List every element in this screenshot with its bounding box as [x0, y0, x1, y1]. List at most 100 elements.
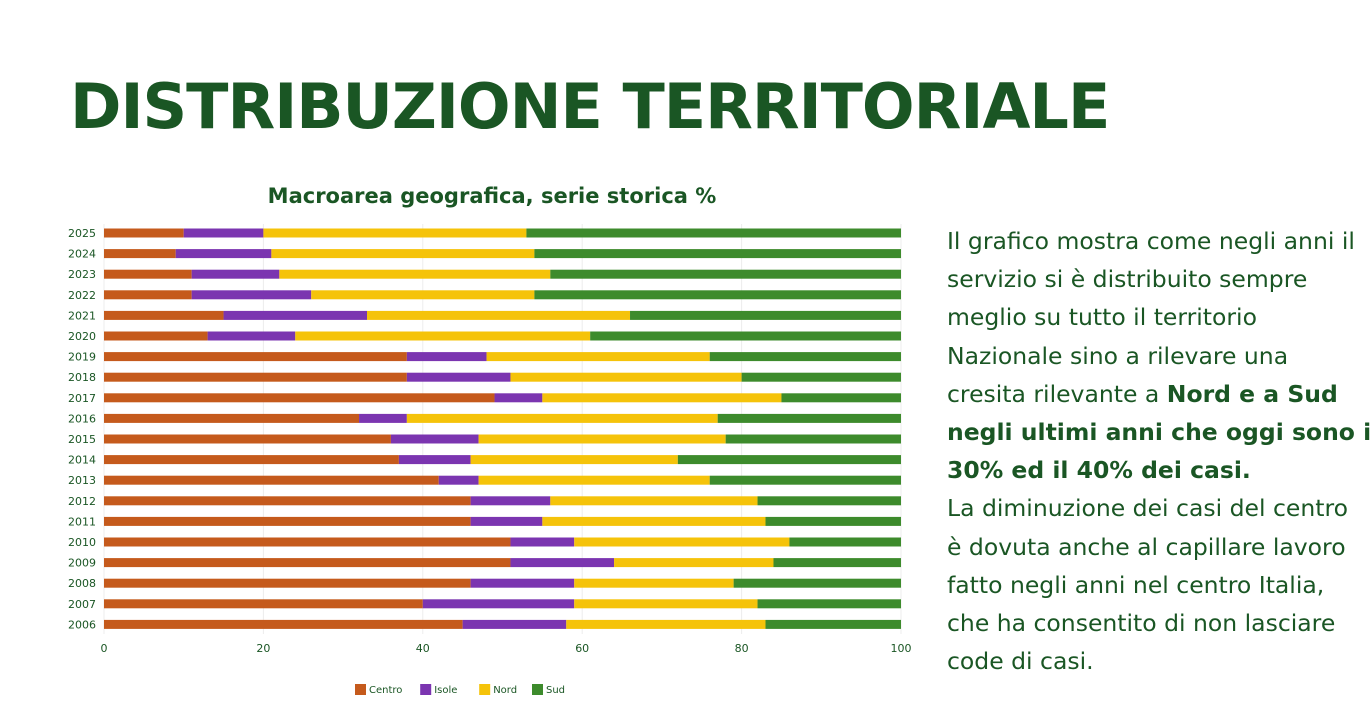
bar-segment-sud	[534, 249, 901, 259]
y-tick-label: 2024	[68, 248, 96, 261]
description-line: 30% ed il 40% dei casi.	[947, 451, 1371, 489]
description-line: Il grafico mostra come negli anni il	[947, 222, 1371, 260]
bar-segment-centro	[104, 537, 511, 547]
bar-segment-centro	[104, 372, 407, 382]
bar-segment-sud	[773, 558, 901, 568]
bar-segment-nord	[574, 537, 790, 547]
description-line-text: cresita rilevante a	[947, 379, 1167, 408]
bar-segment-sud	[765, 619, 901, 629]
bar-segment-isole	[470, 496, 551, 506]
bar-segment-isole	[438, 475, 479, 485]
bar-segment-sud	[550, 269, 901, 279]
bar-segment-sud	[677, 455, 901, 465]
bar-segment-sud	[709, 475, 901, 485]
bar-segment-nord	[486, 352, 710, 362]
bar-segment-nord	[406, 413, 718, 423]
description-line: meglio su tutto il territorio	[947, 298, 1371, 336]
y-tick-label: 2009	[68, 557, 96, 570]
description-line-text: Il grafico mostra come negli anni il	[947, 227, 1355, 255]
bar-segment-nord	[271, 249, 535, 259]
bar-segment-nord	[574, 599, 758, 609]
bar-segment-nord	[279, 269, 551, 279]
bar-segment-sud	[526, 228, 901, 238]
legend-label: Nord	[493, 685, 517, 696]
bar-segment-nord	[510, 372, 742, 382]
legend-swatch-sud	[532, 684, 543, 695]
bar-segment-centro	[104, 269, 192, 279]
bar-segment-sud	[534, 290, 901, 300]
bar-segment-nord	[263, 228, 527, 238]
bar-segment-centro	[104, 578, 471, 588]
bar-segment-sud	[733, 578, 901, 588]
y-tick-label: 2010	[68, 536, 96, 549]
bar-segment-nord	[614, 558, 774, 568]
y-tick-label: 2014	[68, 454, 96, 467]
x-tick-label: 20	[256, 642, 270, 655]
description-line: che ha consentito di non lasciare	[947, 604, 1371, 642]
bar-segment-nord	[311, 290, 535, 300]
bar-segment-sud	[781, 393, 901, 403]
stacked-bar-chart: Macroarea geografica, serie storica %202…	[68, 184, 912, 696]
description-line-text: meglio su tutto il territorio	[947, 303, 1257, 332]
bar-segment-isole	[359, 413, 407, 423]
x-tick-label: 80	[735, 642, 749, 655]
description-line-text: fatto negli anni nel centro Italia,	[947, 570, 1325, 599]
bar-segment-sud	[717, 413, 901, 423]
description-line: cresita rilevante a Nord e a Sud	[947, 375, 1371, 413]
description-line: fatto negli anni nel centro Italia,	[947, 566, 1371, 604]
bar-segment-centro	[104, 496, 471, 506]
legend-label: Sud	[546, 685, 565, 696]
bar-segment-isole	[462, 619, 567, 629]
bar-segment-nord	[478, 434, 726, 444]
legend-swatch-nord	[479, 684, 491, 695]
y-tick-label: 2013	[68, 474, 96, 487]
bar-segment-isole	[422, 599, 575, 609]
bar-segment-isole	[406, 372, 511, 382]
bar-segment-centro	[104, 434, 391, 444]
description-line: La diminuzione dei casi del centro	[947, 489, 1371, 527]
bar-segment-nord	[295, 331, 591, 341]
bar-segment-centro	[104, 475, 439, 485]
legend-swatch-isole	[420, 684, 432, 695]
bar-segment-sud	[789, 537, 901, 547]
bar-segment-nord	[478, 475, 710, 485]
bar-segment-sud	[709, 352, 901, 362]
bar-segment-nord	[574, 578, 734, 588]
bar-segment-nord	[566, 619, 766, 629]
slide-title: DISTRIBUZIONE TERRITORIALE	[70, 70, 1110, 143]
y-tick-label: 2008	[68, 577, 96, 590]
y-tick-label: 2018	[68, 371, 96, 384]
legend-swatch-centro	[355, 684, 366, 695]
bar-segment-isole	[470, 516, 543, 526]
description-line-bold: Nord e a Sud	[1166, 379, 1338, 408]
chart-title: Macroarea geografica, serie storica %	[268, 184, 717, 208]
bar-segment-centro	[104, 393, 495, 403]
bar-segment-centro	[104, 599, 423, 609]
bar-segment-nord	[542, 393, 782, 403]
bar-segment-centro	[104, 413, 360, 423]
bar-segment-sud	[757, 599, 901, 609]
bar-segment-centro	[104, 352, 407, 362]
description-line: è dovuta anche al capillare lavoro	[947, 528, 1371, 566]
bar-segment-nord	[367, 310, 631, 320]
bar-segment-sud	[757, 496, 901, 506]
description-text: Il grafico mostra come negli anni il serv…	[947, 222, 1371, 680]
bar-segment-centro	[104, 455, 399, 465]
bar-segment-isole	[175, 249, 272, 259]
bar-segment-nord	[542, 516, 766, 526]
bar-segment-isole	[390, 434, 479, 444]
description-line: servizio si è distribuito sempre	[947, 260, 1371, 298]
bar-segment-sud	[630, 310, 901, 320]
y-tick-label: 2020	[68, 330, 96, 343]
description-line-text: Nazionale sino a rilevare una	[947, 341, 1289, 370]
description-line: Nazionale sino a rilevare una	[947, 337, 1371, 375]
y-tick-label: 2011	[68, 515, 96, 528]
description-line-text: La diminuzione dei casi del centro	[947, 494, 1349, 523]
description-line-text: servizio si è distribuito sempre	[947, 265, 1308, 294]
bar-segment-isole	[223, 310, 368, 320]
bar-segment-nord	[550, 496, 758, 506]
x-tick-label: 0	[101, 642, 108, 655]
bar-segment-centro	[104, 310, 224, 320]
bar-segment-sud	[590, 331, 901, 341]
bar-segment-sud	[725, 434, 901, 444]
